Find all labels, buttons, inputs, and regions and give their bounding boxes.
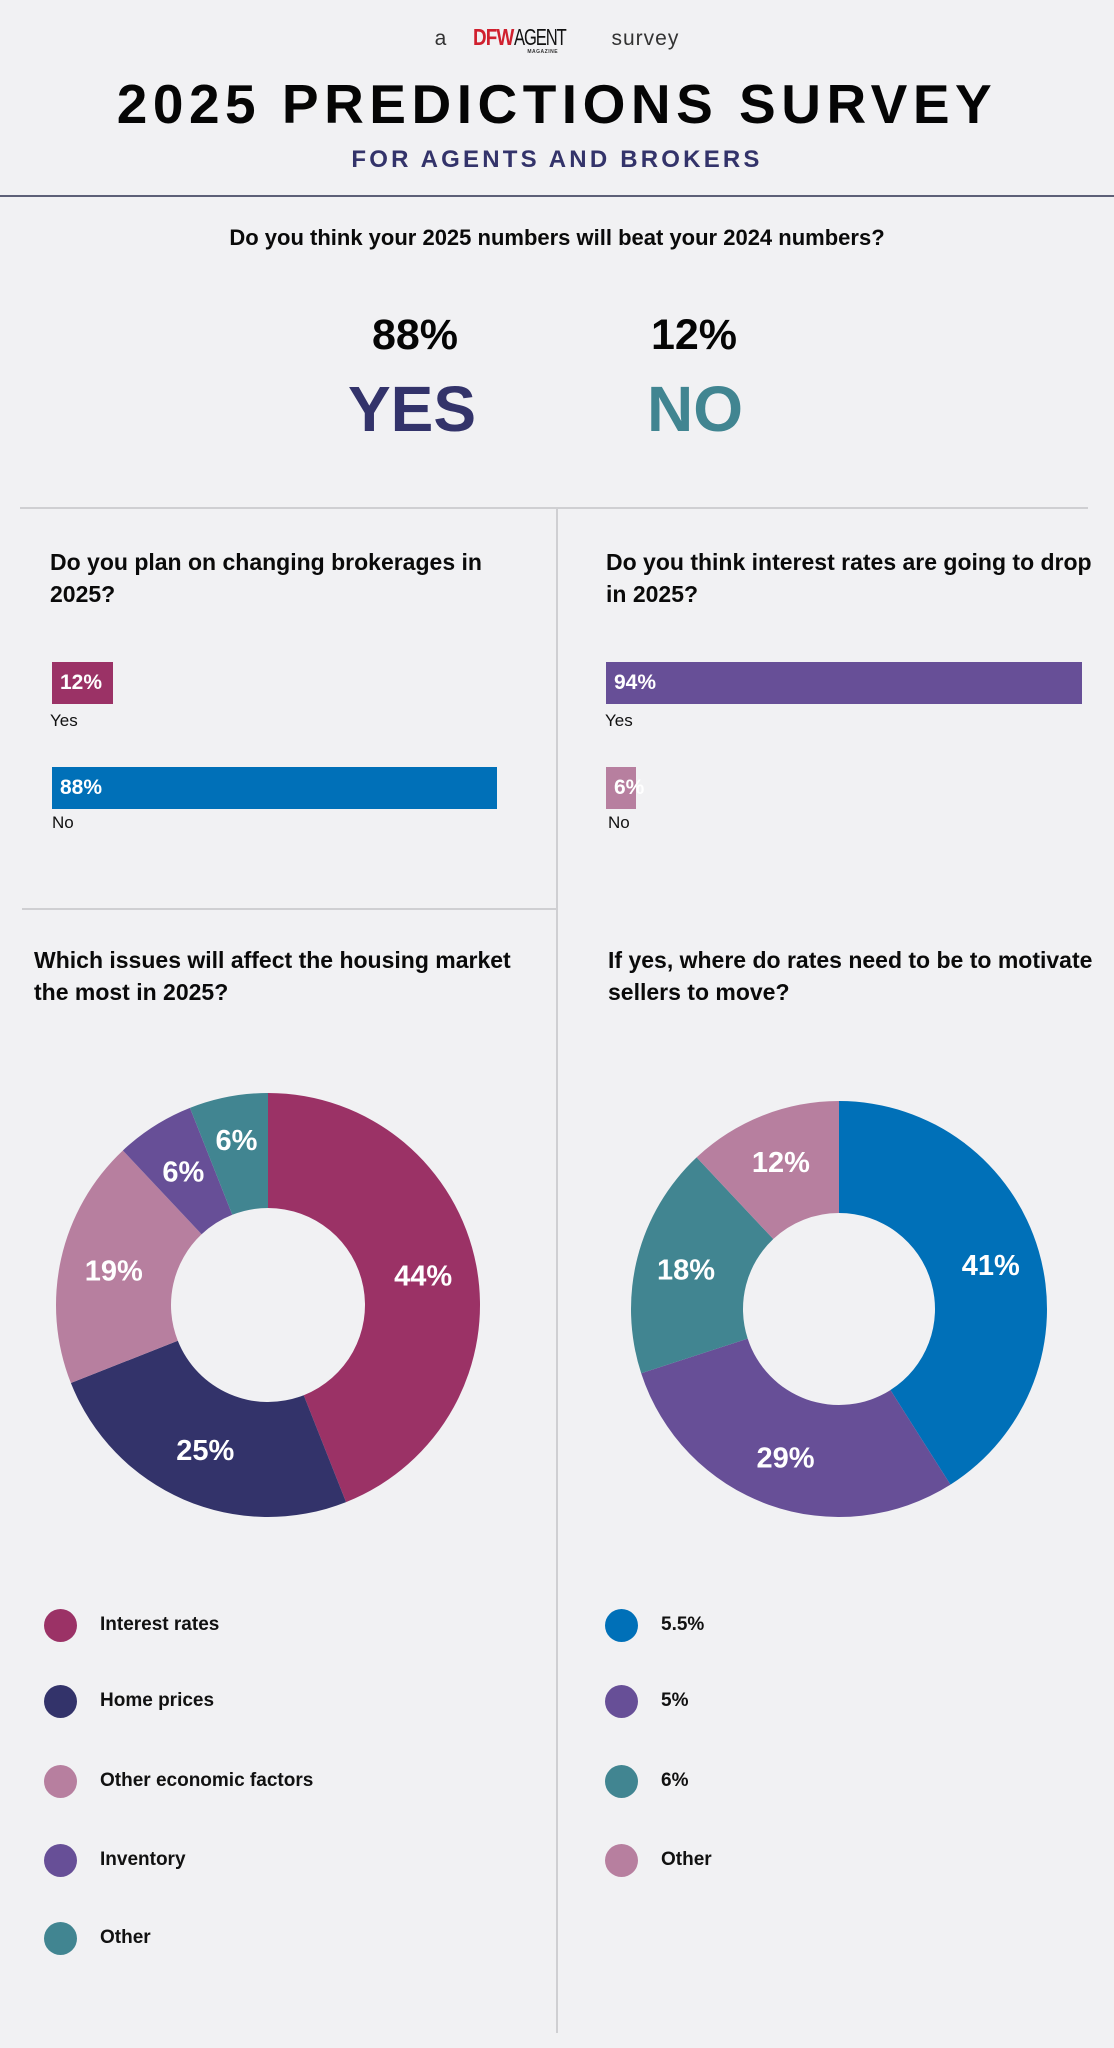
brand-suffix: survey (611, 27, 680, 50)
legend-item: 5.5% (605, 1608, 704, 1642)
legend-label: Other economic factors (100, 1770, 314, 1791)
donut-slice (641, 1338, 951, 1517)
legend-swatch-icon (605, 1764, 638, 1798)
brand-line: a DFWAGENT MAGAZINE survey (0, 24, 1114, 55)
question-beat-numbers: Do you think your 2025 numbers will beat… (229, 225, 885, 250)
bar-category-label: No (52, 813, 74, 832)
legend-label: Other (100, 1927, 151, 1948)
donut-slice (839, 1101, 1048, 1485)
legend-item: 5% (605, 1684, 688, 1718)
donut-chart-housing-issues: 44% 25% 19% 6% 6% (55, 1093, 481, 1518)
slice-value-label: 44% (394, 1260, 452, 1292)
bar-no: 6% (606, 767, 644, 809)
legend-item: Other (605, 1843, 712, 1877)
legend-label: 5.5% (661, 1614, 705, 1635)
donut-slice (268, 1093, 481, 1503)
section-divider (20, 507, 1088, 509)
legend-label: Interest rates (100, 1614, 220, 1635)
legend-item: 6% (605, 1764, 688, 1798)
slice-value-label: 6% (162, 1157, 204, 1189)
page-title: 2025 PREDICTIONS SURVEY (116, 73, 998, 135)
slice-value-label: 29% (756, 1443, 814, 1475)
slice-value-label: 18% (657, 1255, 715, 1287)
bar-value-label: 88% (60, 776, 103, 799)
question-housing-issues: Which issues will affect the housing mar… (34, 947, 511, 1005)
question-interest-rates-drop: Do you think interest rates are going to… (606, 549, 1092, 607)
slice-value-label: 19% (85, 1256, 143, 1288)
donut-slice (189, 1093, 268, 1215)
logo-dfw: DFW (473, 24, 514, 50)
bar-category-label: Yes (605, 711, 633, 730)
header-divider (0, 195, 1114, 197)
yes-label: YES (347, 373, 477, 445)
yes-percent: 88% (371, 311, 459, 359)
legend-swatch-icon (605, 1684, 638, 1718)
page-subtitle: FOR AGENTS AND BROKERS (351, 146, 763, 173)
bar-yes: 12% (52, 662, 113, 704)
legend-label: Inventory (100, 1849, 186, 1870)
bar-value-label: 12% (60, 671, 103, 694)
logo-agent: AGENT (513, 24, 567, 50)
legend-swatch-icon (44, 1843, 77, 1877)
legend-label: Home prices (100, 1690, 215, 1711)
legend-label: Other (661, 1849, 712, 1870)
bar-value-label: 94% (614, 671, 657, 694)
bar-value-label: 6% (614, 776, 645, 799)
dfw-agent-logo: DFWAGENT MAGAZINE (473, 24, 585, 55)
question-changing-brokerages: Do you plan on changing brokerages in 20… (50, 549, 482, 607)
slice-value-label: 25% (176, 1435, 234, 1467)
donut-slice (696, 1101, 839, 1240)
legend-swatch-icon (44, 1684, 77, 1718)
logo-magazine: MAGAZINE (527, 49, 559, 55)
no-label: NO (647, 373, 743, 445)
legend-swatch-icon (44, 1764, 77, 1798)
bar-category-label: No (608, 813, 630, 832)
column-divider (556, 508, 558, 2033)
legend-label: 5% (661, 1690, 689, 1711)
legend-item: Interest rates (44, 1608, 219, 1642)
slice-value-label: 41% (962, 1250, 1020, 1282)
donut-slice (55, 1150, 202, 1384)
donut-slice (631, 1157, 774, 1374)
left-section-divider (22, 908, 557, 910)
slice-value-label: 12% (752, 1147, 810, 1179)
brand-prefix: a (434, 27, 448, 50)
legend-item: Inventory (44, 1843, 186, 1877)
donut-chart-target-rates: 41% 29% 18% 12% (631, 1101, 1048, 1517)
legend-swatch-icon (44, 1921, 77, 1955)
legend-swatch-icon (44, 1608, 77, 1642)
legend-label: 6% (661, 1770, 689, 1791)
no-percent: 12% (650, 311, 738, 359)
bar-yes: 94% (606, 662, 1082, 704)
legend-item: Other economic factors (44, 1764, 313, 1798)
legend-swatch-icon (605, 1608, 638, 1642)
legend-item: Other (44, 1921, 151, 1955)
legend-swatch-icon (605, 1843, 638, 1877)
question-rates-motivate-sellers: If yes, where do rates need to be to mot… (608, 947, 1093, 1005)
donut-slice (70, 1340, 347, 1518)
legend-item: Home prices (44, 1684, 214, 1718)
donut-slice (122, 1107, 233, 1235)
slice-value-label: 6% (216, 1125, 258, 1157)
bar-category-label: Yes (50, 711, 78, 730)
bar-no: 88% (52, 767, 497, 809)
